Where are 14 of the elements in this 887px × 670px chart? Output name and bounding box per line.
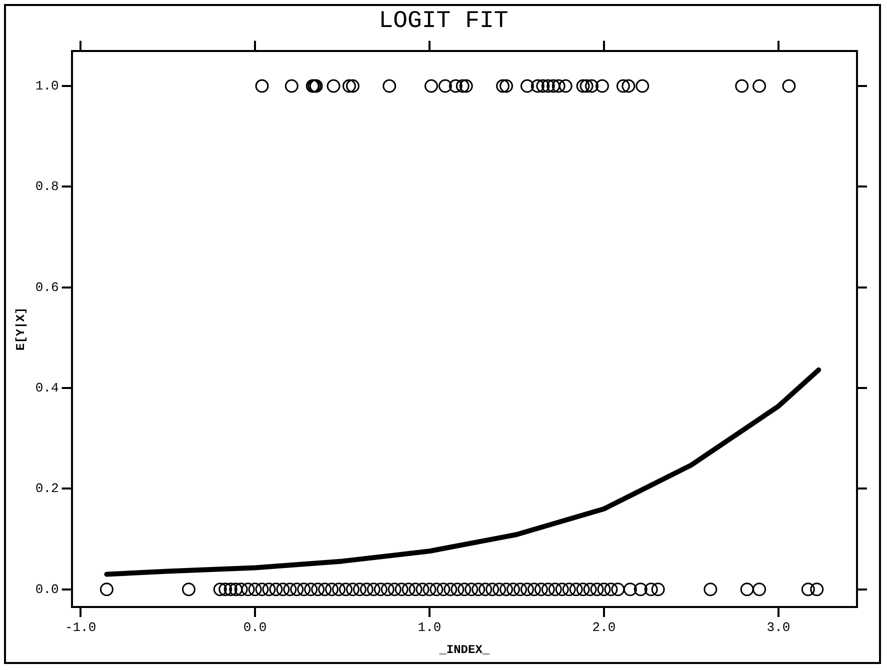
x-tick-label: 2.0 <box>592 620 616 636</box>
y-tick-label: 0.6 <box>35 280 59 295</box>
x-tick-label: 0.0 <box>243 620 267 636</box>
y-tick-label: 0.0 <box>35 582 59 597</box>
y-axis-title: E[Y|X] <box>14 307 28 351</box>
x-tick-label: 1.0 <box>418 620 442 636</box>
x-tick-label: -1.0 <box>64 620 96 636</box>
x-axis-title: _INDEX_ <box>438 642 490 657</box>
y-tick-label: 1.0 <box>35 78 59 94</box>
y-tick-label: 0.2 <box>35 481 59 496</box>
x-tick-label: 3.0 <box>766 620 790 636</box>
y-tick-label: 0.8 <box>35 179 59 194</box>
y-tick-label: 0.4 <box>35 380 59 396</box>
chart-title: LOGIT FIT <box>378 8 510 35</box>
